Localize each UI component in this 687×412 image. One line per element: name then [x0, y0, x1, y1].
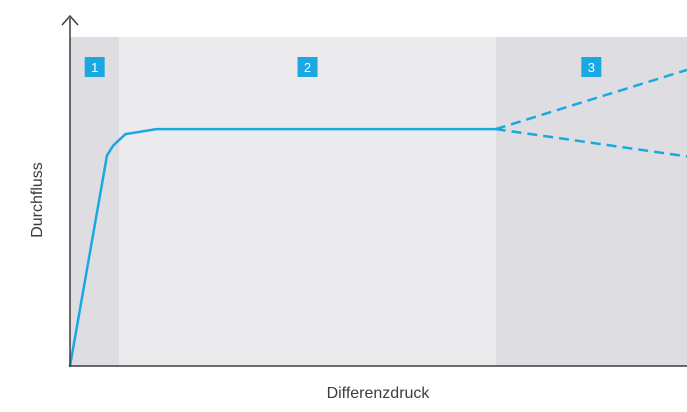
zone-2-band [119, 37, 496, 366]
x-axis-label: Differenzdruck [327, 385, 431, 402]
zone-1-badge [84, 57, 105, 77]
axes-layer [61, 14, 687, 367]
zone-2-badge-label: 2 [304, 60, 311, 75]
series-2-dashed-line [495, 68, 687, 131]
zone-2-badge [297, 57, 318, 77]
series-1-solid-line [68, 127, 497, 368]
y-axis-arrow-icon [61, 14, 79, 26]
zone-3-badge [581, 57, 602, 77]
zones-layer [70, 37, 687, 366]
badges-layer: 1 2 3 [84, 57, 602, 77]
zone-3-band [495, 37, 687, 366]
series-3-dashed-line [495, 127, 687, 158]
series-layer [68, 68, 687, 368]
y-axis-label: Durchfluss [29, 162, 46, 238]
zone-1-badge-label: 1 [91, 60, 98, 75]
zone-3-badge-label: 3 [588, 60, 595, 75]
zone-1-band [70, 37, 120, 366]
